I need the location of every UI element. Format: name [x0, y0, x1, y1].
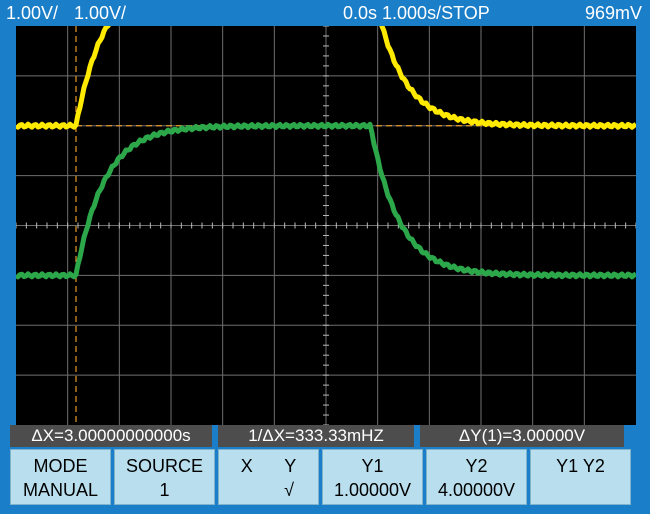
y1-label: Y1 — [361, 456, 384, 476]
mode-label: MODE — [33, 456, 88, 476]
xy-marks: √ — [219, 478, 318, 502]
y1y2-softkey[interactable]: Y1 Y2 — [530, 449, 631, 505]
inverse-delta-x-readout: 1/ΔX=333.33mHZ — [218, 425, 414, 447]
y2-softkey[interactable]: Y2 4.00000V — [426, 449, 527, 505]
source-value: 1 — [159, 480, 170, 500]
y2-label: Y2 — [465, 456, 488, 476]
mode-softkey[interactable]: MODE MANUAL — [10, 449, 111, 505]
trigger-level-readout: 969mV — [584, 3, 642, 23]
ch1-trace — [16, 26, 636, 130]
xy-labels: X Y — [219, 454, 318, 478]
xy-softkey[interactable]: X Y √ — [218, 449, 319, 505]
x-label: X — [240, 456, 253, 476]
timebase-readout: 0.0s 1.000s/STOP — [343, 3, 490, 23]
y1-softkey[interactable]: Y1 1.00000V — [322, 449, 423, 505]
delta-x-readout: ΔX=3.00000000000s — [10, 425, 212, 447]
y-label: Y — [284, 456, 297, 476]
cursor-readout-bar: ΔX=3.00000000000s 1/ΔX=333.33mHZ ΔY(1)=3… — [10, 425, 630, 447]
ch2-scale-readout: 1.00V/ — [74, 3, 127, 23]
ch1-scale-readout: 1.00V/ — [6, 3, 59, 23]
source-softkey[interactable]: SOURCE 1 — [114, 449, 215, 505]
source-label: SOURCE — [125, 456, 203, 476]
traces — [16, 26, 636, 280]
ch2-trace — [16, 121, 636, 280]
mode-value: MANUAL — [22, 480, 98, 500]
status-bar: 1.00V/ 1.00V/ 0.0s 1.000s/STOP 969mV — [0, 0, 650, 26]
y1y2-label: Y1 Y2 — [556, 456, 605, 476]
y-check-mark: √ — [284, 480, 294, 500]
y1-value: 1.00000V — [333, 480, 412, 500]
softkey-menu: MODE MANUAL SOURCE 1 X Y √ Y1 1.00000V Y… — [10, 449, 632, 505]
waveform-display — [16, 26, 636, 425]
y2-value: 4.00000V — [437, 480, 516, 500]
waveform-svg — [16, 26, 636, 425]
graticule — [16, 26, 636, 425]
delta-y-readout: ΔY(1)=3.00000V — [420, 425, 624, 447]
